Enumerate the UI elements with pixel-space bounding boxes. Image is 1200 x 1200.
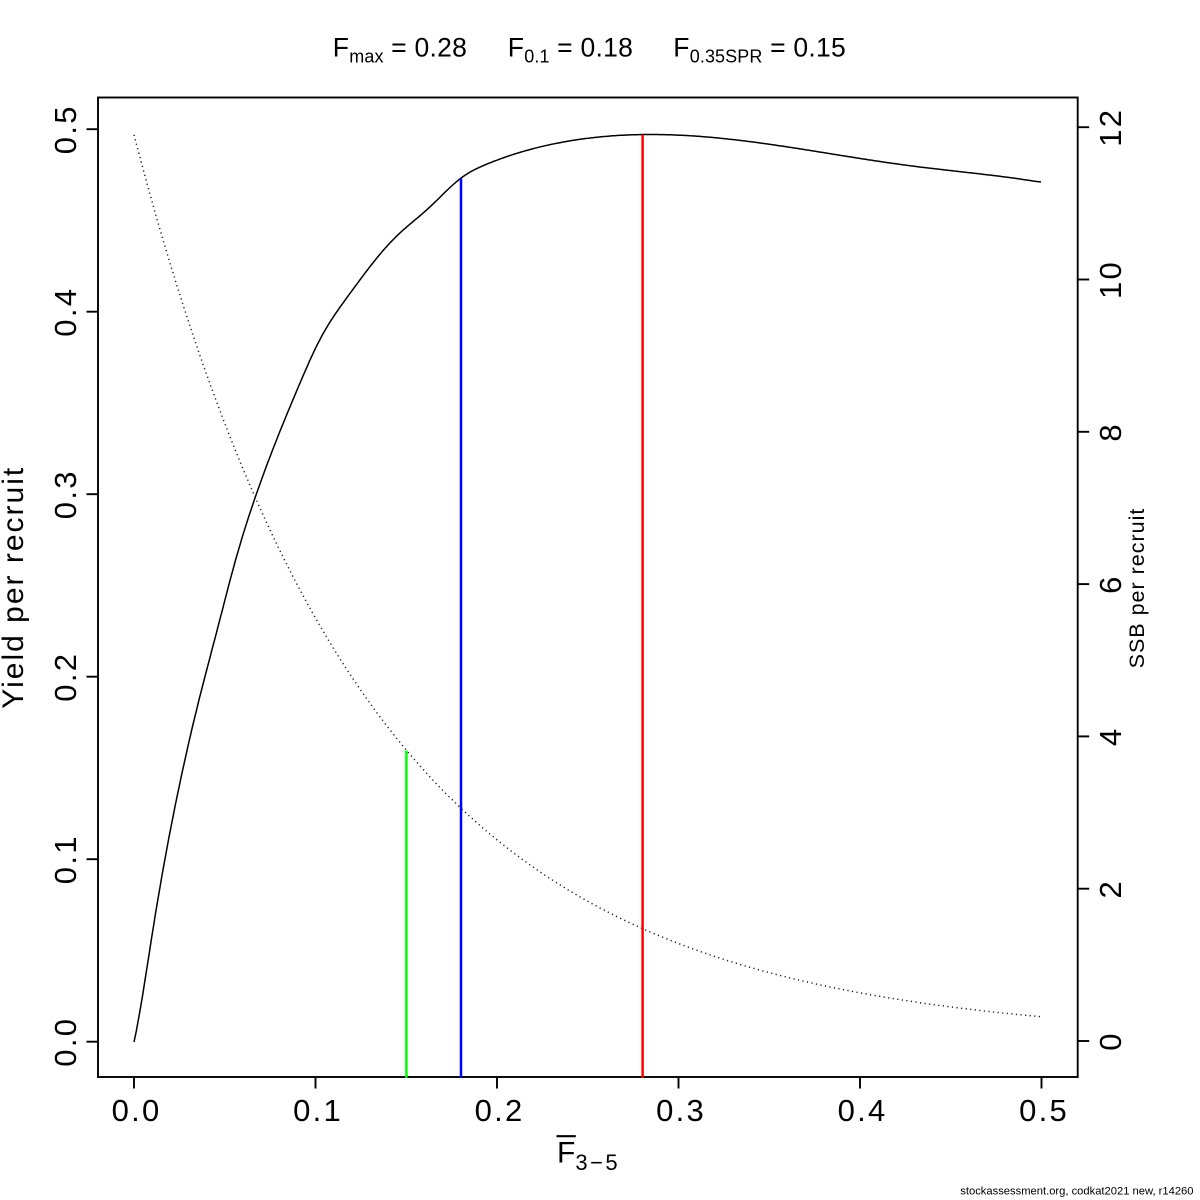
svg-text:SSB per recruit: SSB per recruit bbox=[1125, 508, 1149, 669]
svg-text:0.4: 0.4 bbox=[48, 287, 83, 337]
svg-text:0.3: 0.3 bbox=[656, 1093, 706, 1128]
svg-text:0.5: 0.5 bbox=[48, 104, 83, 154]
svg-text:10: 10 bbox=[1093, 260, 1128, 299]
svg-text:0.0: 0.0 bbox=[48, 1017, 83, 1067]
svg-text:4: 4 bbox=[1093, 727, 1128, 747]
svg-text:0.4: 0.4 bbox=[838, 1093, 888, 1128]
svg-text:6: 6 bbox=[1093, 574, 1128, 594]
svg-text:0.3: 0.3 bbox=[48, 469, 83, 519]
svg-text:0.2: 0.2 bbox=[48, 652, 83, 702]
svg-text:0.0: 0.0 bbox=[112, 1093, 162, 1128]
svg-text:0.1: 0.1 bbox=[48, 834, 83, 884]
svg-text:stockassessment.org, codkat202: stockassessment.org, codkat2021 new, r14… bbox=[960, 1186, 1193, 1198]
svg-text:2: 2 bbox=[1093, 879, 1128, 899]
svg-text:12: 12 bbox=[1093, 108, 1128, 147]
svg-text:0.5: 0.5 bbox=[1019, 1093, 1069, 1128]
svg-text:0.2: 0.2 bbox=[475, 1093, 525, 1128]
svg-text:0: 0 bbox=[1093, 1031, 1128, 1051]
svg-text:Fmax = 0.28: Fmax = 0.28 bbox=[333, 32, 467, 66]
svg-text:0.1: 0.1 bbox=[293, 1093, 343, 1128]
svg-text:8: 8 bbox=[1093, 422, 1128, 442]
svg-text:Yield per recruit: Yield per recruit bbox=[0, 466, 30, 709]
